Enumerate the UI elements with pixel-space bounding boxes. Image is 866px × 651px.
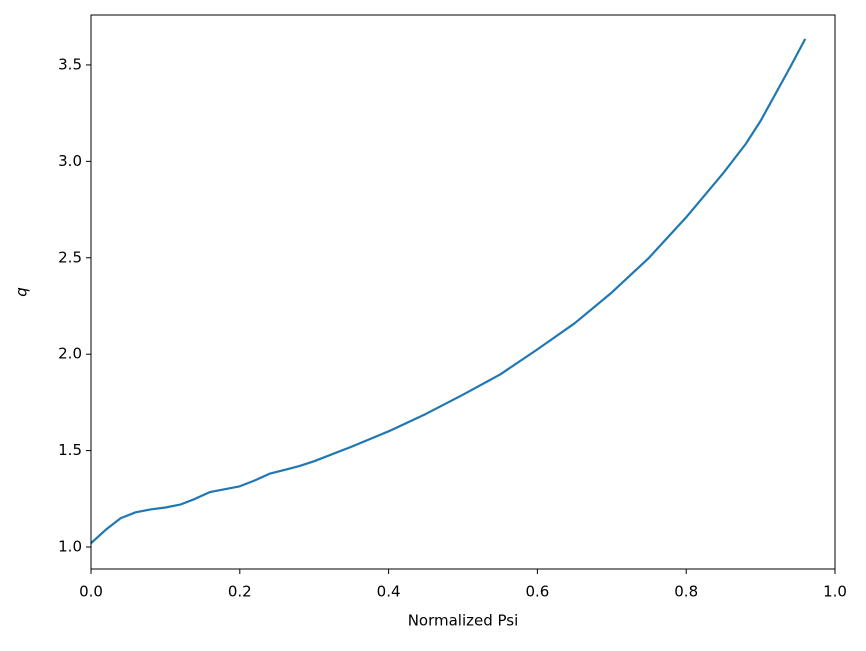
x-tick-label: 0.8: [674, 583, 698, 601]
y-tick-label: 2.5: [58, 248, 82, 266]
y-tick-label: 3.5: [58, 55, 82, 73]
y-tick-label: 3.0: [58, 152, 82, 170]
x-tick-label: 1.0: [823, 583, 847, 601]
x-tick-label: 0.2: [228, 583, 252, 601]
plot-frame: [90, 14, 836, 570]
y-tick-label: 1.5: [58, 441, 82, 459]
y-tick-label: 2.0: [58, 345, 82, 363]
y-axis-label: q: [13, 287, 31, 297]
data-line: [90, 38, 807, 544]
x-axis-label: Normalized Psi: [408, 612, 519, 630]
x-tick-label: 0.6: [525, 583, 549, 601]
y-tick-label: 1.0: [58, 538, 82, 556]
x-tick-label: 0.4: [377, 583, 401, 601]
x-tick-label: 0.0: [79, 583, 103, 601]
